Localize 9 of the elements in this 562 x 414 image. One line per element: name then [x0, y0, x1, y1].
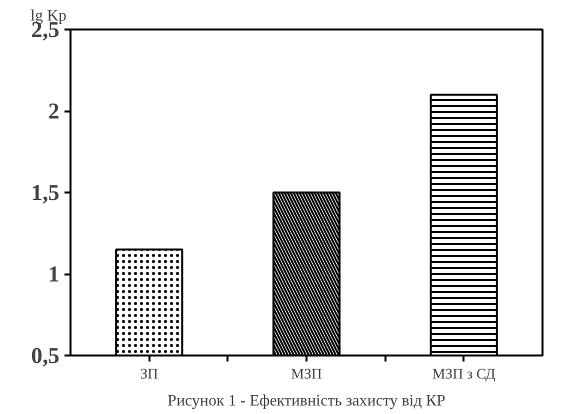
y-tick-label: 1,5: [31, 180, 60, 205]
y-axis-title: lg Kp: [30, 8, 66, 24]
y-tick-label: 2: [48, 98, 60, 124]
y-tick-label: 1: [48, 262, 60, 286]
x-tick-label: МЗП: [291, 366, 322, 382]
x-tick-label: МЗП з СД: [432, 366, 496, 382]
y-tick-label: 0,5: [31, 343, 60, 368]
x-tick-label: ЗП: [140, 366, 159, 382]
text: Рисунок 1 - Ефективність захисту від КР: [168, 392, 446, 410]
